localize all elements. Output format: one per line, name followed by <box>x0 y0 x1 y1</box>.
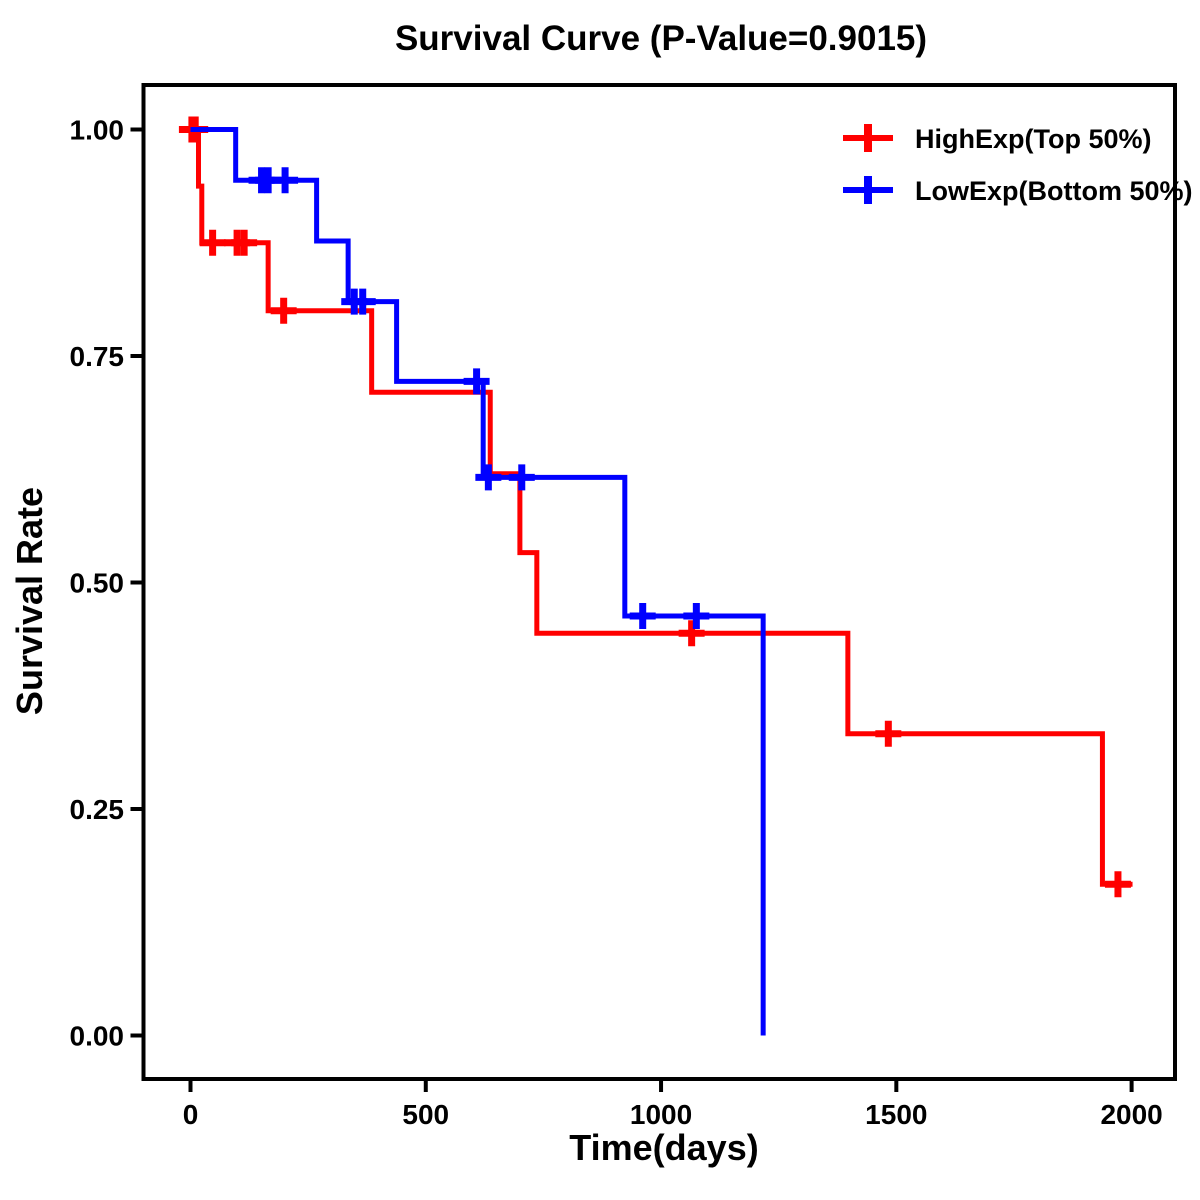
legend: HighExp(Top 50%) LowExp(Bottom 50%) <box>843 124 1193 206</box>
y-axis-label: Survival Rate <box>9 487 50 715</box>
x-tick-label: 0 <box>183 1099 199 1130</box>
censor-plus-mark <box>231 229 258 256</box>
x-tick-label: 1000 <box>630 1099 692 1130</box>
x-tick-label: 500 <box>402 1099 449 1130</box>
plot-frame <box>141 83 1177 1081</box>
censor-plus-mark <box>508 464 535 491</box>
censor-plus-mark <box>199 229 226 256</box>
censor-plus-mark <box>463 368 490 395</box>
y-tick-label: 0.25 <box>70 794 125 825</box>
y-tick-label: 0.50 <box>70 568 125 599</box>
chart-title: Survival Curve (P-Value=0.9015) <box>395 19 927 58</box>
censor-plus-mark <box>683 603 710 630</box>
x-axis-label: Time(days) <box>569 1127 758 1168</box>
censor-plus-mark <box>678 620 705 647</box>
series-curves <box>178 116 1133 1036</box>
legend-label: LowExp(Bottom 50%) <box>915 176 1193 206</box>
censor-plus-mark <box>349 288 376 315</box>
y-tick-label: 0.75 <box>70 341 125 372</box>
censor-plus-mark <box>1104 871 1131 898</box>
y-tick-label: 0.00 <box>70 1021 125 1052</box>
x-tick-label: 1500 <box>865 1099 927 1130</box>
censor-plus-mark <box>875 720 902 747</box>
x-tick-label: 2000 <box>1100 1099 1162 1130</box>
survival-step-curve <box>190 127 766 1036</box>
survival-step-curve <box>190 127 1133 887</box>
y-axis-ticks: 0.00 0.25 0.50 0.75 1.00 <box>70 115 144 1052</box>
censor-plus-mark <box>475 464 502 491</box>
censor-plus-mark <box>270 297 297 324</box>
x-axis-ticks: 0 500 1000 1500 2000 <box>183 1079 1163 1130</box>
legend-label: HighExp(Top 50%) <box>915 124 1152 154</box>
y-tick-label: 1.00 <box>70 115 125 146</box>
censor-plus-mark <box>272 167 299 194</box>
censor-plus-mark <box>629 603 656 630</box>
